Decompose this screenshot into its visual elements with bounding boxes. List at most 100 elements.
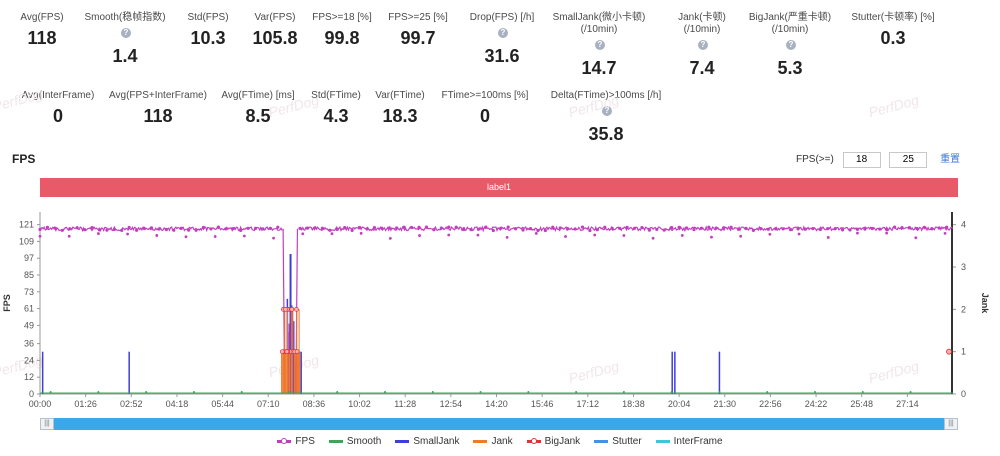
help-icon[interactable]: ?	[602, 105, 612, 116]
fps-point	[105, 228, 109, 232]
label-bar[interactable]: label1	[40, 178, 958, 197]
fps-point	[797, 232, 801, 236]
fps-point	[142, 226, 146, 230]
y2-tick-label: 1	[961, 347, 966, 357]
threshold-input-2[interactable]	[889, 151, 928, 168]
fps-point	[632, 226, 637, 230]
fps-point	[885, 228, 889, 232]
fps-point	[447, 225, 451, 229]
help-icon[interactable]: ?	[786, 39, 796, 50]
metric-label: Delta(FTime)>100ms [/h]	[550, 90, 662, 101]
metric-value: 1.4	[112, 46, 138, 66]
metric-r2-6: Delta(FTime)>100ms [/h]? 35.8	[546, 90, 666, 145]
fps-point	[543, 228, 547, 233]
x-tick-label: 20:04	[668, 399, 691, 409]
fps-point	[739, 234, 743, 238]
help-icon[interactable]: ?	[498, 27, 508, 38]
help-icon[interactable]: ?	[698, 39, 708, 50]
bigjank-point	[294, 306, 299, 312]
fps-point	[330, 232, 334, 236]
metric-label: Smooth(稳帧指数)	[84, 12, 166, 23]
metric-label: Jank(卡顿) (/10min)	[678, 12, 726, 35]
legend-item-smooth[interactable]: Smooth	[328, 436, 381, 447]
metric-label: Avg(FTime) [ms]	[221, 90, 295, 101]
legend-item-stutter[interactable]: Stutter	[594, 436, 642, 447]
fps-point	[439, 226, 443, 230]
x-tick-label: 08:36	[303, 399, 326, 409]
bigjank-point	[294, 349, 300, 355]
fps-point	[878, 227, 882, 231]
fps-point	[915, 226, 919, 231]
fps-point	[840, 228, 845, 232]
legend-label: Stutter	[612, 436, 642, 447]
metric-label: Var(FPS)	[254, 12, 296, 23]
smooth-point	[192, 391, 195, 393]
fps-point	[536, 228, 540, 233]
fps-point	[395, 226, 399, 230]
help-icon[interactable]: ?	[595, 39, 605, 50]
fps-point	[268, 226, 272, 230]
fps-point	[655, 227, 659, 232]
threshold-input-1[interactable]	[842, 151, 881, 168]
fps-point	[680, 233, 684, 237]
time-range-scrollbar[interactable]: ||| |||	[40, 418, 958, 430]
metric-value: 0	[52, 106, 63, 126]
legend-item-interframe[interactable]: InterFrame	[655, 436, 723, 447]
fps-point	[402, 225, 406, 229]
metric-label: FPS>=25 [%]	[388, 12, 448, 23]
fps-point	[90, 225, 94, 230]
metric-r2-2: Avg(FTime) [ms] 8.5	[198, 90, 318, 127]
fps-point	[930, 227, 934, 231]
fps-point	[447, 233, 451, 237]
fps-point	[380, 226, 384, 230]
fps-point	[885, 231, 889, 235]
x-tick-label: 21:30	[713, 399, 736, 409]
reset-link[interactable]: 重置	[940, 154, 961, 165]
fps-point	[945, 225, 949, 229]
fps-point	[914, 236, 918, 240]
legend-item-jank[interactable]: Jank	[473, 436, 513, 447]
metric-r2-3: Std(FTime) 4.3	[276, 90, 396, 127]
fps-point	[677, 225, 681, 229]
fps-point	[179, 226, 183, 230]
bigjank-point	[946, 348, 952, 355]
fps-point	[863, 227, 867, 231]
legend-item-smalljank[interactable]: SmallJank	[395, 436, 459, 447]
legend-label: InterFrame	[673, 436, 723, 447]
fps-point	[818, 227, 822, 232]
fps-point	[53, 226, 57, 230]
fps-point	[164, 227, 168, 232]
metric-value: 118	[143, 106, 173, 126]
scroll-handle-left[interactable]: |||	[40, 418, 54, 430]
legend-item-fps[interactable]: FPS	[277, 436, 315, 447]
x-tick-label: 12:54	[440, 399, 463, 409]
metric-r1-4: FPS>=18 [%] 99.8	[282, 12, 402, 49]
fps-point	[126, 232, 129, 236]
fps-point	[213, 235, 217, 238]
fps-point	[301, 232, 305, 236]
fps-point	[231, 227, 235, 231]
y-tick-label: 24	[24, 355, 34, 365]
scroll-handle-right[interactable]: |||	[944, 418, 958, 430]
fps-point	[848, 228, 852, 232]
fps-point	[692, 227, 696, 232]
fps-point	[127, 225, 131, 230]
fps-point	[603, 225, 607, 229]
fps-point	[261, 227, 265, 231]
fps-point	[359, 231, 363, 235]
fps-point	[96, 232, 100, 235]
fps-point	[320, 226, 324, 230]
legend-swatch	[277, 437, 292, 444]
scroll-track[interactable]	[40, 418, 958, 430]
smooth-point	[909, 391, 912, 393]
fps-point	[684, 226, 689, 230]
metric-value: 5.3	[777, 58, 803, 78]
x-tick-label: 27:14	[896, 399, 919, 409]
fps-point	[276, 225, 280, 229]
fps-point	[313, 226, 317, 230]
smooth-point	[718, 391, 721, 393]
help-icon[interactable]: ?	[121, 27, 131, 38]
legend-item-bigjank[interactable]: BigJank	[526, 436, 580, 447]
fps-point	[45, 225, 50, 229]
fps-point	[759, 226, 763, 231]
